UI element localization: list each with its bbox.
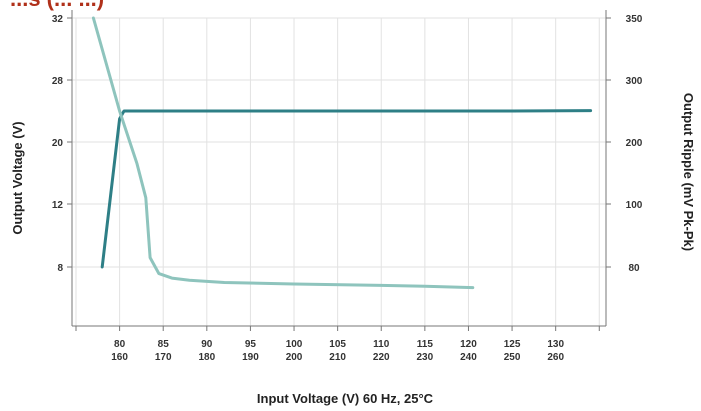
- y-left-tick-label: 12: [52, 200, 64, 211]
- x-tick-label-top: 115: [417, 339, 434, 350]
- x-tick-label-top: 80: [114, 339, 126, 350]
- y-right-tick-label: 300: [626, 76, 643, 87]
- y-left-tick-label: 28: [52, 76, 64, 87]
- tick-labels: 80 160 85 170 90 180 95 190 100 200 105 210 110 220 11…: [52, 14, 643, 363]
- x-tick-label-top: 95: [245, 339, 257, 350]
- x-tick-label-top: 120: [460, 339, 477, 350]
- x-tick-label-top: 125: [504, 339, 521, 350]
- x-tick-label-bottom: 260: [547, 352, 564, 363]
- y-right-tick-label: 200: [626, 138, 643, 149]
- x-tick-label-top: 130: [547, 339, 564, 350]
- y-axis-right-label: Output Ripple (mV Pk-Pk): [681, 93, 696, 251]
- x-tick-label-bottom: 190: [242, 352, 259, 363]
- y-right-tick-label: 100: [626, 200, 643, 211]
- x-tick-label-bottom: 180: [198, 352, 215, 363]
- x-tick-label-bottom: 220: [373, 352, 390, 363]
- y-right-tick-label: 350: [626, 14, 643, 25]
- x-tick-label-bottom: 160: [111, 352, 128, 363]
- series-lines: [91, 16, 593, 290]
- y-axis-left-label: Output Voltage (V): [10, 121, 25, 234]
- y-right-tick-label: 80: [628, 263, 640, 274]
- x-tick-label-bottom: 250: [504, 352, 521, 363]
- axes: [67, 10, 611, 331]
- x-tick-label-bottom: 200: [286, 352, 303, 363]
- x-tick-label-bottom: 170: [155, 352, 172, 363]
- y-left-tick-label: 8: [57, 263, 63, 274]
- grid: [72, 17, 606, 326]
- x-tick-label-top: 90: [201, 339, 213, 350]
- x-tick-label-top: 100: [286, 339, 303, 350]
- chart-title-fragment: ...s (... ...): [10, 0, 104, 11]
- series-line-output-voltage: [100, 109, 593, 269]
- x-tick-label-bottom: 210: [329, 352, 346, 363]
- x-tick-label-top: 85: [158, 339, 170, 350]
- x-tick-label-bottom: 240: [460, 352, 477, 363]
- x-tick-label-bottom: 230: [417, 352, 434, 363]
- y-left-tick-label: 32: [52, 14, 64, 25]
- x-axis-label: Input Voltage (V) 60 Hz, 25°C: [257, 391, 434, 406]
- x-tick-label-top: 110: [373, 339, 390, 350]
- series-line-output-ripple: [91, 16, 475, 290]
- y-left-tick-label: 20: [52, 138, 64, 149]
- x-tick-label-top: 105: [329, 339, 346, 350]
